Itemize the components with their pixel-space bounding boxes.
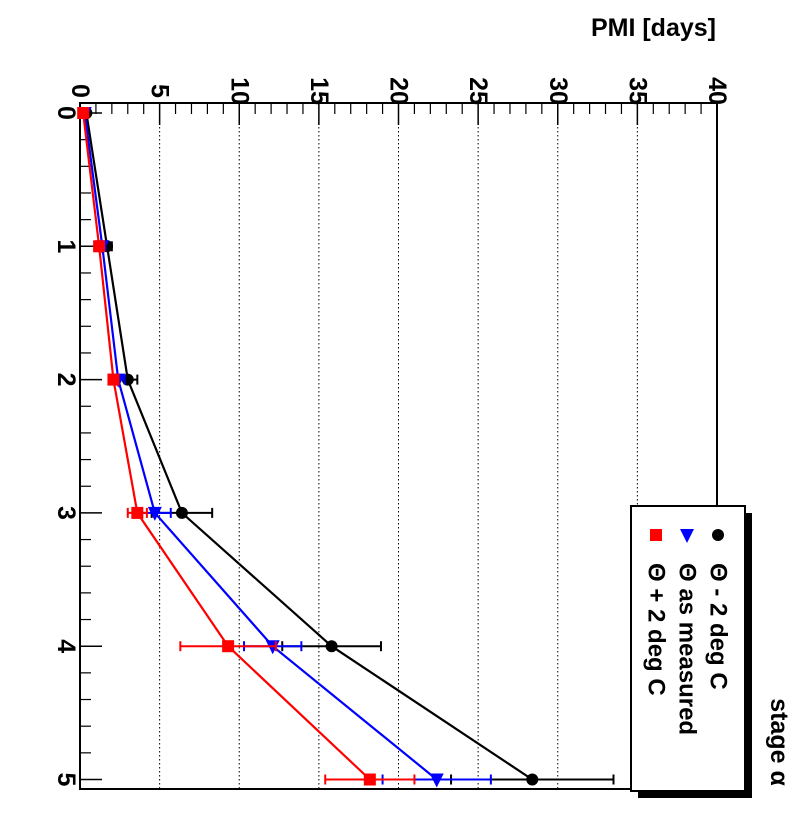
legend-label: Θ + 2 deg C bbox=[643, 563, 670, 696]
series-line bbox=[83, 112, 438, 781]
ticks bbox=[79, 103, 718, 781]
plot-frame-group bbox=[79, 102, 718, 790]
series-square bbox=[77, 107, 416, 786]
series-circle bbox=[80, 107, 615, 786]
y-tick-label: 0 bbox=[66, 84, 94, 98]
legend-marker bbox=[680, 529, 694, 543]
x-tick-label: 3 bbox=[52, 506, 80, 520]
data-point bbox=[222, 640, 235, 653]
data-point bbox=[175, 506, 188, 519]
grid bbox=[159, 103, 638, 789]
data-point bbox=[93, 240, 106, 253]
data-point bbox=[107, 373, 120, 386]
x-tick-label: 2 bbox=[52, 373, 80, 387]
series-line bbox=[82, 112, 371, 781]
data-point bbox=[131, 506, 144, 519]
y-tick-label: 15 bbox=[305, 77, 333, 105]
series-group bbox=[77, 107, 615, 788]
y-tick-label: 40 bbox=[703, 77, 731, 105]
plot-frame bbox=[79, 102, 718, 790]
tick-labels: 0 5 10 15 20 25 30 35 40 0 1 2 3 4 5 bbox=[52, 77, 731, 786]
legend-marker bbox=[650, 529, 662, 541]
series-triangle bbox=[77, 107, 492, 788]
x-tick-label: 1 bbox=[52, 239, 80, 253]
legend-box bbox=[630, 505, 746, 792]
data-point bbox=[429, 773, 444, 788]
x-axis-label: stage α bbox=[765, 698, 793, 786]
y-tick-label: 30 bbox=[544, 77, 572, 105]
data-point bbox=[325, 640, 338, 653]
data-point bbox=[363, 773, 376, 786]
x-tick-label: 0 bbox=[52, 106, 80, 120]
legend-label: Θ - 2 deg C bbox=[705, 563, 732, 690]
legend-label: Θ as measured bbox=[674, 563, 701, 735]
y-tick-label: 20 bbox=[385, 77, 413, 105]
data-point bbox=[147, 506, 162, 521]
x-tick-label: 5 bbox=[52, 773, 80, 787]
legend-marker bbox=[712, 529, 724, 541]
x-tick-label: 4 bbox=[52, 639, 80, 653]
data-point bbox=[526, 773, 539, 786]
data-point bbox=[77, 107, 90, 119]
y-axis-label: PMI [days] bbox=[591, 14, 716, 42]
y-tick-label: 25 bbox=[464, 77, 492, 105]
y-tick-label: 5 bbox=[146, 84, 174, 98]
series-line bbox=[85, 112, 533, 781]
y-tick-label: 10 bbox=[225, 77, 253, 105]
y-tick-label: 35 bbox=[623, 77, 651, 105]
